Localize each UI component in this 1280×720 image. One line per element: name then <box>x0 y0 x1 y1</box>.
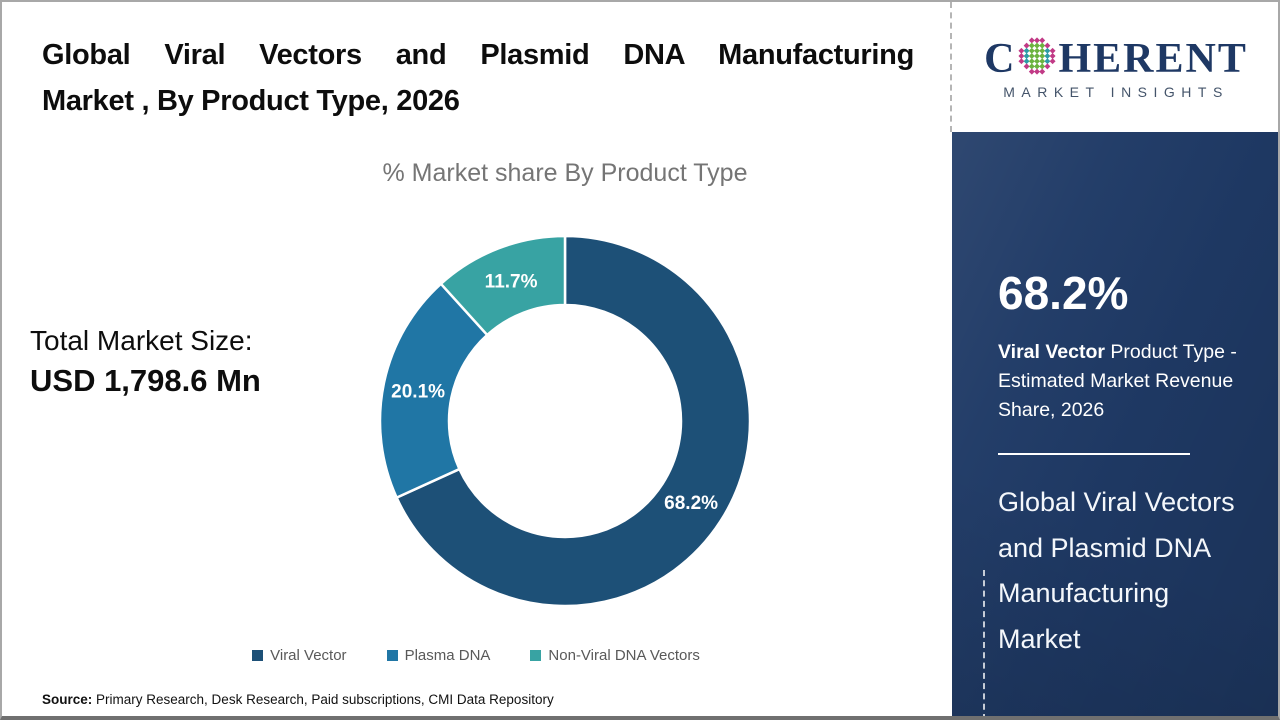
legend-swatch <box>252 650 264 661</box>
logo-dot <box>1044 47 1051 54</box>
logo-dot <box>1034 42 1041 49</box>
logo-dot <box>1034 68 1041 75</box>
page-title-line2: Market , By Product Type, 2026 <box>42 85 460 117</box>
legend-label: Plasma DNA <box>404 647 491 664</box>
logo-dot <box>1029 47 1036 54</box>
logo-dot <box>1029 36 1036 43</box>
logo-dot <box>1018 52 1025 59</box>
logo-dot <box>1029 57 1036 64</box>
sidebar-divider <box>998 453 1190 455</box>
legend-swatch <box>530 650 542 661</box>
logo-dot <box>1039 42 1046 49</box>
logo-dot <box>1039 36 1046 43</box>
chart-legend: Viral Vector Plasma DNA Non-Viral DNA Vect… <box>2 647 950 664</box>
total-market-label: Total Market Size: <box>30 325 253 356</box>
logo-dot <box>1044 57 1051 64</box>
logo-dot <box>1039 68 1046 75</box>
logo-word-rest: HERENT <box>1058 35 1248 82</box>
donut-slice-0 <box>395 234 752 608</box>
logo-dot <box>1039 57 1046 64</box>
logo-dot-o-icon <box>1018 36 1057 75</box>
legend-label: Non-Viral DNA Vectors <box>548 647 700 664</box>
logo-dot <box>1034 52 1041 59</box>
logo-dot <box>1024 42 1031 49</box>
legend-item: Viral Vector <box>252 647 347 664</box>
total-market-value: USD 1,798.6 Mn <box>30 363 261 398</box>
logo-dot <box>1024 52 1031 59</box>
source-label: Source: <box>42 692 93 707</box>
logo-dot <box>1044 62 1051 69</box>
legend-swatch <box>386 650 398 661</box>
logo-dot <box>1024 62 1031 69</box>
logo-dot <box>1018 57 1025 64</box>
logo-dot <box>1029 62 1036 69</box>
chart-title: % Market share By Product Type <box>382 159 748 187</box>
donut-slice-label: 11.7% <box>485 272 538 293</box>
legend-item: Plasma DNA <box>386 647 491 664</box>
donut-slice-label: 68.2% <box>664 493 718 514</box>
map-texture-dash <box>983 570 985 716</box>
sidebar-market-name: Global Viral Vectors and Plasmid DNA Man… <box>998 487 1235 654</box>
company-logo: C HERENT <box>984 35 1248 83</box>
logo-dot <box>1034 36 1041 43</box>
logo-dot <box>1039 52 1046 59</box>
logo-dot <box>1039 62 1046 69</box>
logo-dot <box>1024 57 1031 64</box>
logo-band: C HERENT MARKET INSIGHTS <box>950 2 1278 132</box>
donut-chart: 68.2% 20.1% 11.7% <box>378 234 752 608</box>
highlight-description-bold: Viral Vector <box>998 340 1105 363</box>
logo-dot <box>1034 47 1041 54</box>
logo-subtitle: MARKET INSIGHTS <box>1003 83 1229 100</box>
logo-dot <box>1029 68 1036 75</box>
source-text: Primary Research, Desk Research, Paid su… <box>96 692 554 707</box>
logo-dot <box>1034 62 1041 69</box>
legend-item: Non-Viral DNA Vectors <box>530 647 700 664</box>
logo-dot <box>1050 52 1057 59</box>
highlight-description-rest: Product Type - Estimated Market Revenue … <box>998 340 1237 421</box>
logo-dot <box>1039 47 1046 54</box>
logo-dot <box>1050 57 1057 64</box>
logo-dot <box>1050 47 1057 54</box>
logo-dot <box>1034 57 1041 64</box>
highlight-percentage: 68.2% <box>998 267 1129 319</box>
sidebar-panel: 68.2% Viral Vector Product Type - Estima… <box>952 132 1278 716</box>
total-market-block: Total Market Size: USD 1,798.6 Mn <box>30 325 261 399</box>
logo-dot <box>1029 42 1036 49</box>
logo-dot <box>1024 47 1031 54</box>
page-title-line1: Global Viral Vectors and Plasmid DNA Man… <box>42 39 914 71</box>
logo-dot <box>1018 47 1025 54</box>
logo-dot <box>1044 42 1051 49</box>
highlight-description: Viral Vector Product Type - Estimated Ma… <box>998 338 1248 425</box>
logo-dot <box>1044 52 1051 59</box>
donut-slice-label: 20.1% <box>391 381 445 402</box>
donut-slice-2 <box>439 234 567 337</box>
legend-label: Viral Vector <box>270 647 347 664</box>
logo-letter-c: C <box>984 35 1017 82</box>
logo-dot <box>1029 52 1036 59</box>
page-title: Global Viral Vectors and Plasmid DNA Man… <box>42 32 914 124</box>
source-line: Source: Primary Research, Desk Research,… <box>42 692 554 707</box>
